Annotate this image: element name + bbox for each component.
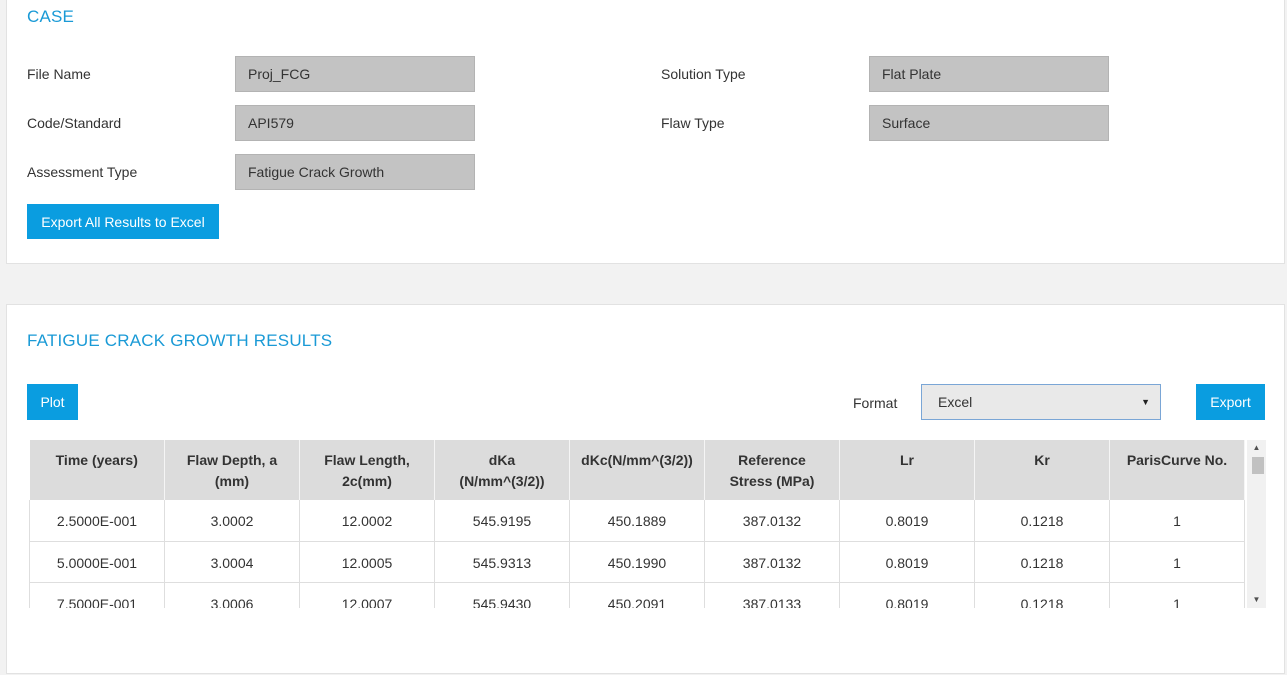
- column-header: Time (years): [29, 440, 165, 500]
- table-cell: 0.8019: [839, 541, 975, 583]
- column-header-text: (N/mm^(3/2)): [459, 473, 545, 489]
- code-standard-field: API579: [235, 105, 475, 141]
- table-cell: 5.0000E-001: [29, 541, 165, 583]
- scroll-down-arrow-icon[interactable]: ▼: [1252, 595, 1261, 604]
- table-cell: 387.0133: [704, 582, 840, 608]
- format-label: Format: [853, 395, 898, 411]
- caret-down-icon: ▼: [1141, 397, 1150, 407]
- column-header: Flaw Depth, a (mm): [164, 440, 300, 500]
- column-header-text: dKa: [488, 452, 516, 468]
- table-row: 7.5000E-001 3.0006 12.0007 545.9430 450.2091…: [29, 582, 1245, 608]
- table-cell: 450.1990: [569, 541, 705, 583]
- column-header: Flaw Length, 2c(mm): [299, 440, 435, 500]
- table-cell: 545.9430: [434, 582, 570, 608]
- column-header-text: ParisCurve No.: [1126, 452, 1228, 468]
- column-header: ParisCurve No.: [1109, 440, 1245, 500]
- results-table-container: Time (years) Flaw Depth, a (mm) Flaw Length…: [29, 440, 1266, 608]
- table-cell: 387.0132: [704, 541, 840, 583]
- table-cell: 12.0002: [299, 500, 435, 542]
- column-header-text: Kr: [1034, 452, 1050, 468]
- table-row: 2.5000E-001 3.0002 12.0002 545.9195 450.1889…: [29, 500, 1245, 542]
- column-header-text: Flaw Depth, a: [186, 452, 278, 468]
- table-cell: 2.5000E-001: [29, 500, 165, 542]
- results-table: Time (years) Flaw Depth, a (mm) Flaw Length…: [29, 440, 1245, 608]
- case-panel: CASE File Name Proj_FCG Code/Standard AP…: [6, 0, 1285, 264]
- table-cell: 1: [1109, 500, 1245, 542]
- export-all-excel-button[interactable]: Export All Results to Excel: [27, 204, 219, 239]
- format-select[interactable]: Excel ▼: [921, 384, 1161, 420]
- flaw-type-field: Surface: [869, 105, 1109, 141]
- table-cell: 1: [1109, 541, 1245, 583]
- table-cell: 7.5000E-001: [29, 582, 165, 608]
- table-cell: 12.0005: [299, 541, 435, 583]
- table-cell: 450.1889: [569, 500, 705, 542]
- table-row: 5.0000E-001 3.0004 12.0005 545.9313 450.1990…: [29, 541, 1245, 583]
- table-cell: 0.1218: [974, 541, 1110, 583]
- table-cell: 3.0002: [164, 500, 300, 542]
- column-header-text: Time (years): [55, 452, 138, 468]
- table-cell: 1: [1109, 582, 1245, 608]
- plot-button[interactable]: Plot: [27, 384, 78, 420]
- assessment-type-label: Assessment Type: [27, 164, 138, 180]
- assessment-type-field: Fatigue Crack Growth: [235, 154, 475, 190]
- table-cell: 0.8019: [839, 500, 975, 542]
- column-header: Reference Stress (MPa): [704, 440, 840, 500]
- table-cell: 12.0007: [299, 582, 435, 608]
- table-header-row: Time (years) Flaw Depth, a (mm) Flaw Length…: [29, 440, 1245, 500]
- export-button[interactable]: Export: [1196, 384, 1265, 420]
- table-cell: 0.1218: [974, 582, 1110, 608]
- column-header: dKa (N/mm^(3/2)): [434, 440, 570, 500]
- table-cell: 545.9195: [434, 500, 570, 542]
- table-cell: 0.8019: [839, 582, 975, 608]
- column-header-text: Flaw Length,: [324, 452, 410, 468]
- column-header-text: dKc(N/mm^(3/2)): [581, 452, 693, 468]
- code-standard-label: Code/Standard: [27, 115, 122, 131]
- file-name-field: Proj_FCG: [235, 56, 475, 92]
- file-name-label: File Name: [27, 66, 91, 82]
- table-scrollbar[interactable]: ▲ ▼: [1247, 440, 1266, 608]
- solution-type-label: Solution Type: [661, 66, 746, 82]
- scroll-up-arrow-icon[interactable]: ▲: [1252, 443, 1261, 452]
- results-title: FATIGUE CRACK GROWTH RESULTS: [27, 331, 333, 350]
- table-cell: 387.0132: [704, 500, 840, 542]
- column-header-text: Stress (MPa): [729, 473, 815, 489]
- results-panel: FATIGUE CRACK GROWTH RESULTS Plot Format…: [6, 304, 1285, 674]
- column-header: dKc(N/mm^(3/2)): [569, 440, 705, 500]
- solution-type-field: Flat Plate: [869, 56, 1109, 92]
- scroll-thumb[interactable]: [1252, 457, 1264, 474]
- column-header: Lr: [839, 440, 975, 500]
- column-header-text: Lr: [900, 452, 914, 468]
- table-cell: 3.0004: [164, 541, 300, 583]
- format-select-value: Excel: [938, 394, 973, 410]
- column-header: Kr: [974, 440, 1110, 500]
- table-cell: 450.2091: [569, 582, 705, 608]
- table-cell: 0.1218: [974, 500, 1110, 542]
- column-header-text: 2c(mm): [342, 473, 392, 489]
- table-cell: 3.0006: [164, 582, 300, 608]
- column-header-text: (mm): [214, 473, 250, 489]
- case-title: CASE: [27, 7, 75, 26]
- column-header-text: Reference: [738, 452, 806, 468]
- table-cell: 545.9313: [434, 541, 570, 583]
- flaw-type-label: Flaw Type: [661, 115, 725, 131]
- table-body: 2.5000E-001 3.0002 12.0002 545.9195 450.1889…: [29, 500, 1245, 608]
